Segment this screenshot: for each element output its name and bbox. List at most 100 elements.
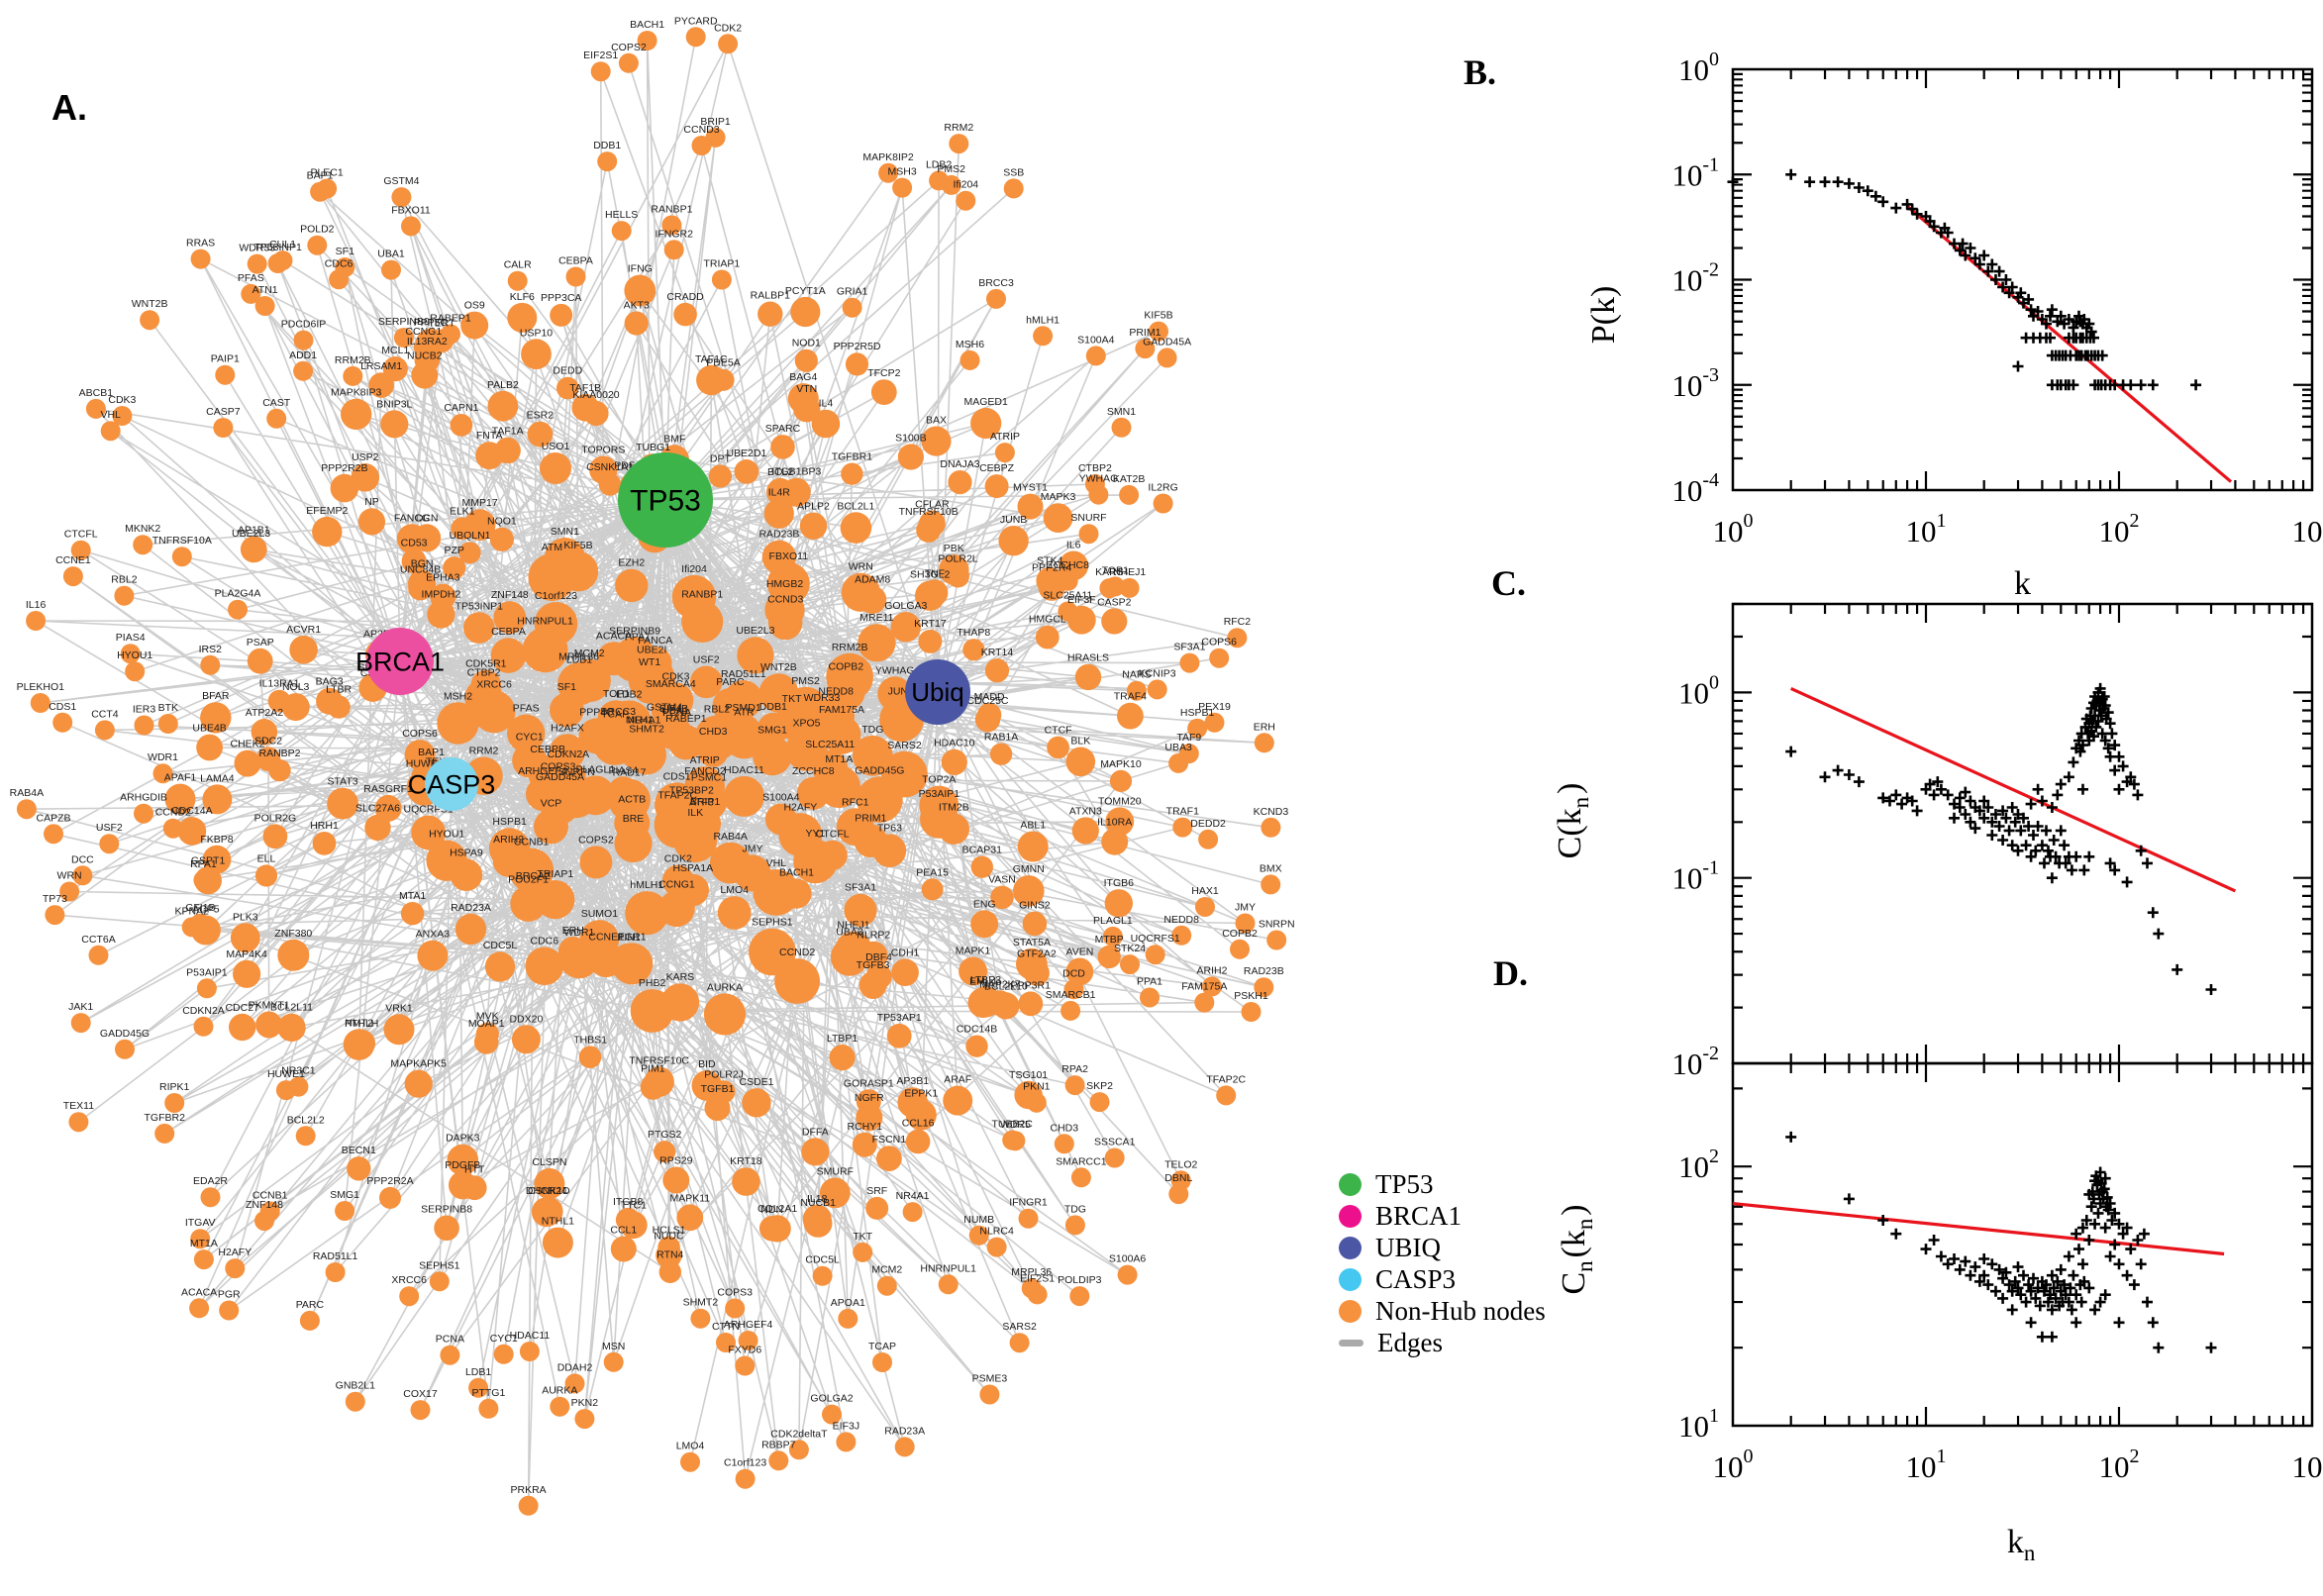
network-node bbox=[345, 1391, 365, 1412]
node-label: HUWE1 bbox=[267, 1068, 305, 1080]
node-label: H2AFX bbox=[551, 722, 584, 734]
network-node bbox=[312, 832, 337, 855]
node-label: IL13RA2 bbox=[407, 336, 448, 348]
network-node bbox=[241, 540, 261, 560]
node-label: MAPK1 bbox=[956, 946, 991, 957]
node-label: EGR1 bbox=[618, 931, 647, 943]
node-label: THAP8 bbox=[957, 627, 990, 639]
network-node bbox=[902, 1202, 923, 1223]
network-node bbox=[164, 783, 196, 815]
network-node bbox=[1147, 679, 1167, 700]
node-label: NUDC bbox=[654, 1231, 684, 1243]
node-label: IER3 bbox=[133, 704, 156, 716]
node-label: PAIP1 bbox=[211, 353, 240, 365]
node-label: SARS2 bbox=[1002, 1321, 1037, 1333]
node-label: SMN1 bbox=[1107, 406, 1136, 418]
node-label: MSH6 bbox=[956, 339, 984, 350]
node-label: UQCRFS1 bbox=[1131, 933, 1180, 945]
node-label: TRIAP1 bbox=[537, 868, 573, 880]
node-label: FANCD2 bbox=[684, 765, 726, 777]
panel-c-label: C. bbox=[1491, 563, 1526, 603]
network-node bbox=[381, 259, 401, 280]
network-node bbox=[213, 418, 234, 438]
network-node bbox=[1101, 828, 1129, 855]
node-label: POLR2L bbox=[938, 553, 977, 565]
network-node bbox=[1069, 1286, 1090, 1307]
axis-ticks bbox=[1733, 1063, 2312, 1426]
network-node bbox=[986, 1237, 1007, 1257]
node-label: SMG1 bbox=[330, 1189, 359, 1201]
network-node bbox=[507, 714, 546, 752]
node-label: XRCC6 bbox=[391, 1274, 427, 1286]
node-label: PTTG1 bbox=[471, 1387, 505, 1399]
node-label: TOMM20 bbox=[1098, 795, 1142, 807]
network-node bbox=[162, 818, 183, 839]
network-node bbox=[994, 443, 1015, 463]
node-label: MAPKAPK5 bbox=[390, 1058, 447, 1070]
node-label: ITGAV bbox=[185, 1217, 216, 1229]
node-label: UBE2I bbox=[637, 644, 666, 655]
network-node bbox=[1109, 769, 1133, 793]
node-label: CEBPZ bbox=[979, 462, 1015, 474]
network-node bbox=[200, 1187, 221, 1208]
network-node bbox=[685, 27, 706, 48]
network-node bbox=[368, 372, 394, 398]
node-label: EIF2S1 bbox=[583, 50, 618, 61]
node-label: PPP5C bbox=[414, 317, 449, 329]
network-node bbox=[876, 1146, 902, 1171]
node-label: PPP2R5D bbox=[834, 341, 881, 352]
network-node bbox=[1172, 817, 1193, 838]
network-node bbox=[1168, 752, 1189, 773]
network-node bbox=[890, 612, 921, 643]
node-label: STAT3 bbox=[328, 776, 358, 788]
network-node bbox=[738, 1331, 758, 1350]
network-node bbox=[219, 1300, 240, 1321]
node-label: ARAF bbox=[944, 1074, 971, 1086]
network-node bbox=[611, 943, 654, 985]
node-label: CALR bbox=[504, 259, 532, 271]
network-node bbox=[380, 410, 409, 439]
network-node bbox=[230, 923, 260, 953]
fit-line bbox=[1790, 686, 2237, 893]
network-node bbox=[811, 409, 841, 439]
network-node bbox=[1005, 1131, 1026, 1151]
node-label: KCNIP3 bbox=[1139, 667, 1176, 679]
network-node bbox=[724, 775, 764, 817]
node-label: KPNA2 bbox=[174, 905, 209, 917]
node-label: TAF1A bbox=[492, 426, 524, 438]
node-label: PSMC1 bbox=[691, 772, 727, 784]
network-node bbox=[115, 1039, 135, 1059]
node-label: PRIM1 bbox=[855, 812, 886, 824]
network-node bbox=[970, 407, 1002, 440]
node-label: RRM2B bbox=[335, 354, 371, 366]
node-label: COPS6 bbox=[1201, 637, 1237, 648]
node-label: GNB2L1 bbox=[336, 1380, 375, 1392]
node-label: BMX bbox=[1260, 862, 1282, 874]
node-label: NGFR bbox=[855, 1092, 884, 1104]
network-node bbox=[984, 474, 1009, 499]
node-label: MAP4K4 bbox=[226, 948, 267, 960]
network-node bbox=[1054, 1134, 1074, 1154]
node-label: PCYT1A bbox=[785, 285, 826, 297]
node-label: LDB1 bbox=[566, 654, 592, 666]
node-label: WNT2B bbox=[760, 661, 797, 673]
network-node bbox=[475, 1022, 499, 1046]
network-node bbox=[921, 579, 949, 607]
node-label: ACACA bbox=[596, 630, 632, 642]
legend-label: Edges bbox=[1377, 1327, 1443, 1357]
network-node bbox=[310, 181, 331, 202]
node-label: BAG3 bbox=[316, 676, 344, 688]
node-label: JMY bbox=[743, 843, 763, 854]
node-label: LTBR bbox=[326, 683, 352, 695]
node-label: CDH1 bbox=[891, 947, 920, 958]
network-node bbox=[858, 585, 887, 614]
node-label: HYOU1 bbox=[117, 649, 152, 661]
node-label: NR4A1 bbox=[896, 1190, 930, 1202]
node-label: DDX20 bbox=[509, 1013, 543, 1025]
network-node bbox=[718, 34, 739, 54]
node-label: BACH1 bbox=[630, 19, 664, 31]
node-label: MCL1 bbox=[381, 345, 409, 356]
network-node bbox=[579, 846, 613, 879]
node-label: RFC1 bbox=[842, 796, 869, 808]
node-label: DHCR24 bbox=[526, 1185, 567, 1197]
